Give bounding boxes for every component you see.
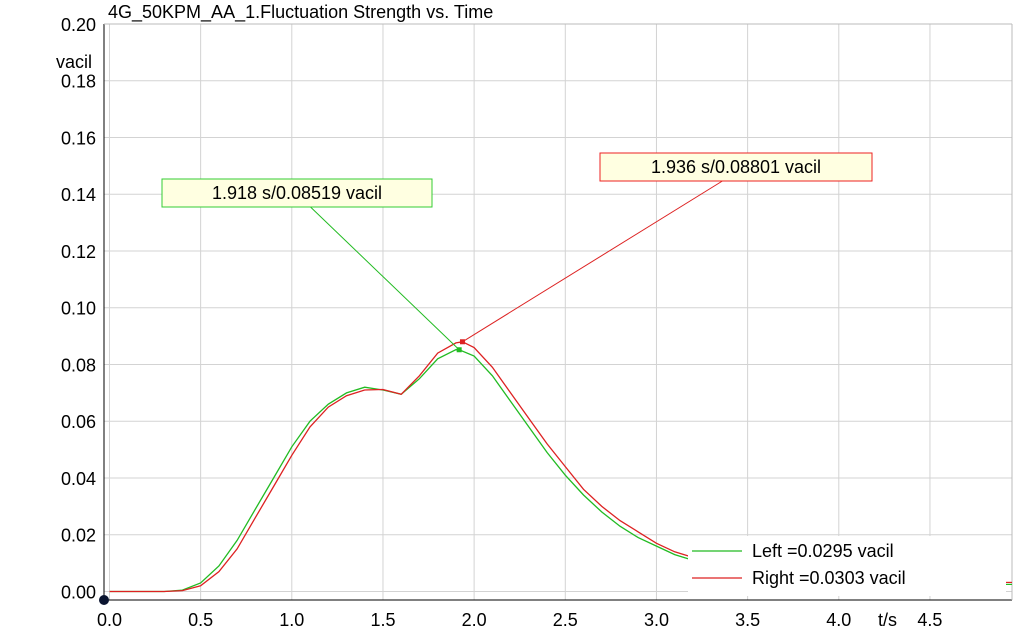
grid <box>104 23 1012 600</box>
chart-title: 4G_50KPM_AA_1.Fluctuation Strength vs. T… <box>108 2 494 22</box>
origin-marker <box>99 595 109 605</box>
callout-box <box>161 178 433 208</box>
legend-label[interactable]: Left =0.0295 vacil <box>752 541 894 561</box>
x-tick-label: 4.0 <box>826 610 851 630</box>
legend-background <box>688 536 1006 596</box>
callout-label: 1.936 s/0.08801 vacil <box>651 157 821 177</box>
x-tick-label: 0.5 <box>188 610 213 630</box>
y-tick-label: 0.06 <box>61 412 96 432</box>
y-tick-label: 0.08 <box>61 355 96 375</box>
y-axis-label: vacil <box>56 52 92 72</box>
x-tick-label: 2.0 <box>462 610 487 630</box>
callout-point-marker <box>456 347 462 353</box>
callouts: 1.918 s/0.08519 vacil 1.936 s/0.08801 vac… <box>161 152 873 353</box>
axes <box>99 23 1013 605</box>
x-tick-label: 1.0 <box>279 610 304 630</box>
x-tick-label: 4.5 <box>917 610 942 630</box>
x-axis-ticks: 0.0 0.5 1.0 1.5 2.0 2.5 3.0 3.5 4.0 4.5 <box>97 610 943 630</box>
callout-label: 1.918 s/0.08519 vacil <box>212 183 382 203</box>
y-tick-label: 0.00 <box>61 582 96 602</box>
series-line-left <box>109 349 748 593</box>
y-tick-label: 0.10 <box>61 299 96 319</box>
y-axis-ticks: 0.00 0.02 0.04 0.06 0.08 0.10 0.12 0.14 0.16 0.18… <box>61 15 96 602</box>
legend-label[interactable]: Right =0.0303 vacil <box>752 568 906 588</box>
x-tick-label: 0.0 <box>97 610 122 630</box>
x-tick-label: 1.5 <box>370 610 395 630</box>
x-tick-label: 3.0 <box>644 610 669 630</box>
callout-leader-line <box>462 180 723 343</box>
y-tick-label: 0.02 <box>61 526 96 546</box>
y-tick-label: 0.04 <box>61 469 96 489</box>
y-tick-label: 0.16 <box>61 128 96 148</box>
y-tick-label: 0.20 <box>61 15 96 35</box>
y-tick-label: 0.18 <box>61 72 96 92</box>
series-line-right <box>109 341 748 593</box>
x-tick-label: 2.5 <box>553 610 578 630</box>
x-axis-label: t/s <box>878 610 897 630</box>
callout-leader-line <box>310 206 460 351</box>
y-tick-label: 0.12 <box>61 242 96 262</box>
legend[interactable]: Left =0.0295 vacil Right =0.0303 vacil <box>688 536 1006 596</box>
y-tick-label: 0.14 <box>61 185 96 205</box>
x-tick-label: 3.5 <box>735 610 760 630</box>
callout-point-marker <box>459 339 465 345</box>
callout-box <box>599 152 873 182</box>
